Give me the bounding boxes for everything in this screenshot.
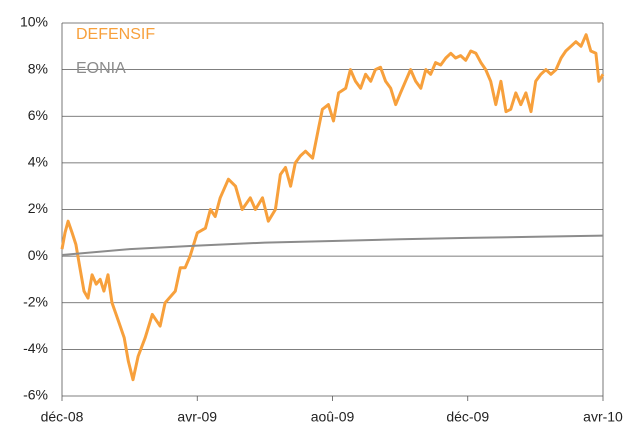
legend-label: DEFENSIF [76, 26, 155, 43]
y-tick-label: 6% [28, 107, 48, 123]
y-tick-label: 8% [28, 60, 48, 76]
x-tick-label: avr-09 [177, 409, 217, 425]
x-tick-label: aoû-09 [311, 409, 355, 425]
x-tick-label: déc-08 [41, 409, 84, 425]
x-tick-label: déc-09 [446, 409, 489, 425]
y-tick-label: -2% [23, 293, 48, 309]
y-tick-label: 4% [28, 154, 48, 170]
series-line [61, 234, 604, 256]
y-tick-label: 2% [28, 200, 48, 216]
y-tick-label: 0% [28, 247, 48, 263]
y-tick-label: 10% [20, 14, 48, 30]
x-tick-label: avr-10 [583, 409, 623, 425]
series-line [60, 33, 605, 382]
y-tick-label: -4% [23, 340, 48, 356]
legend-label: EONIA [76, 60, 126, 77]
y-tick-label: -6% [23, 387, 48, 403]
